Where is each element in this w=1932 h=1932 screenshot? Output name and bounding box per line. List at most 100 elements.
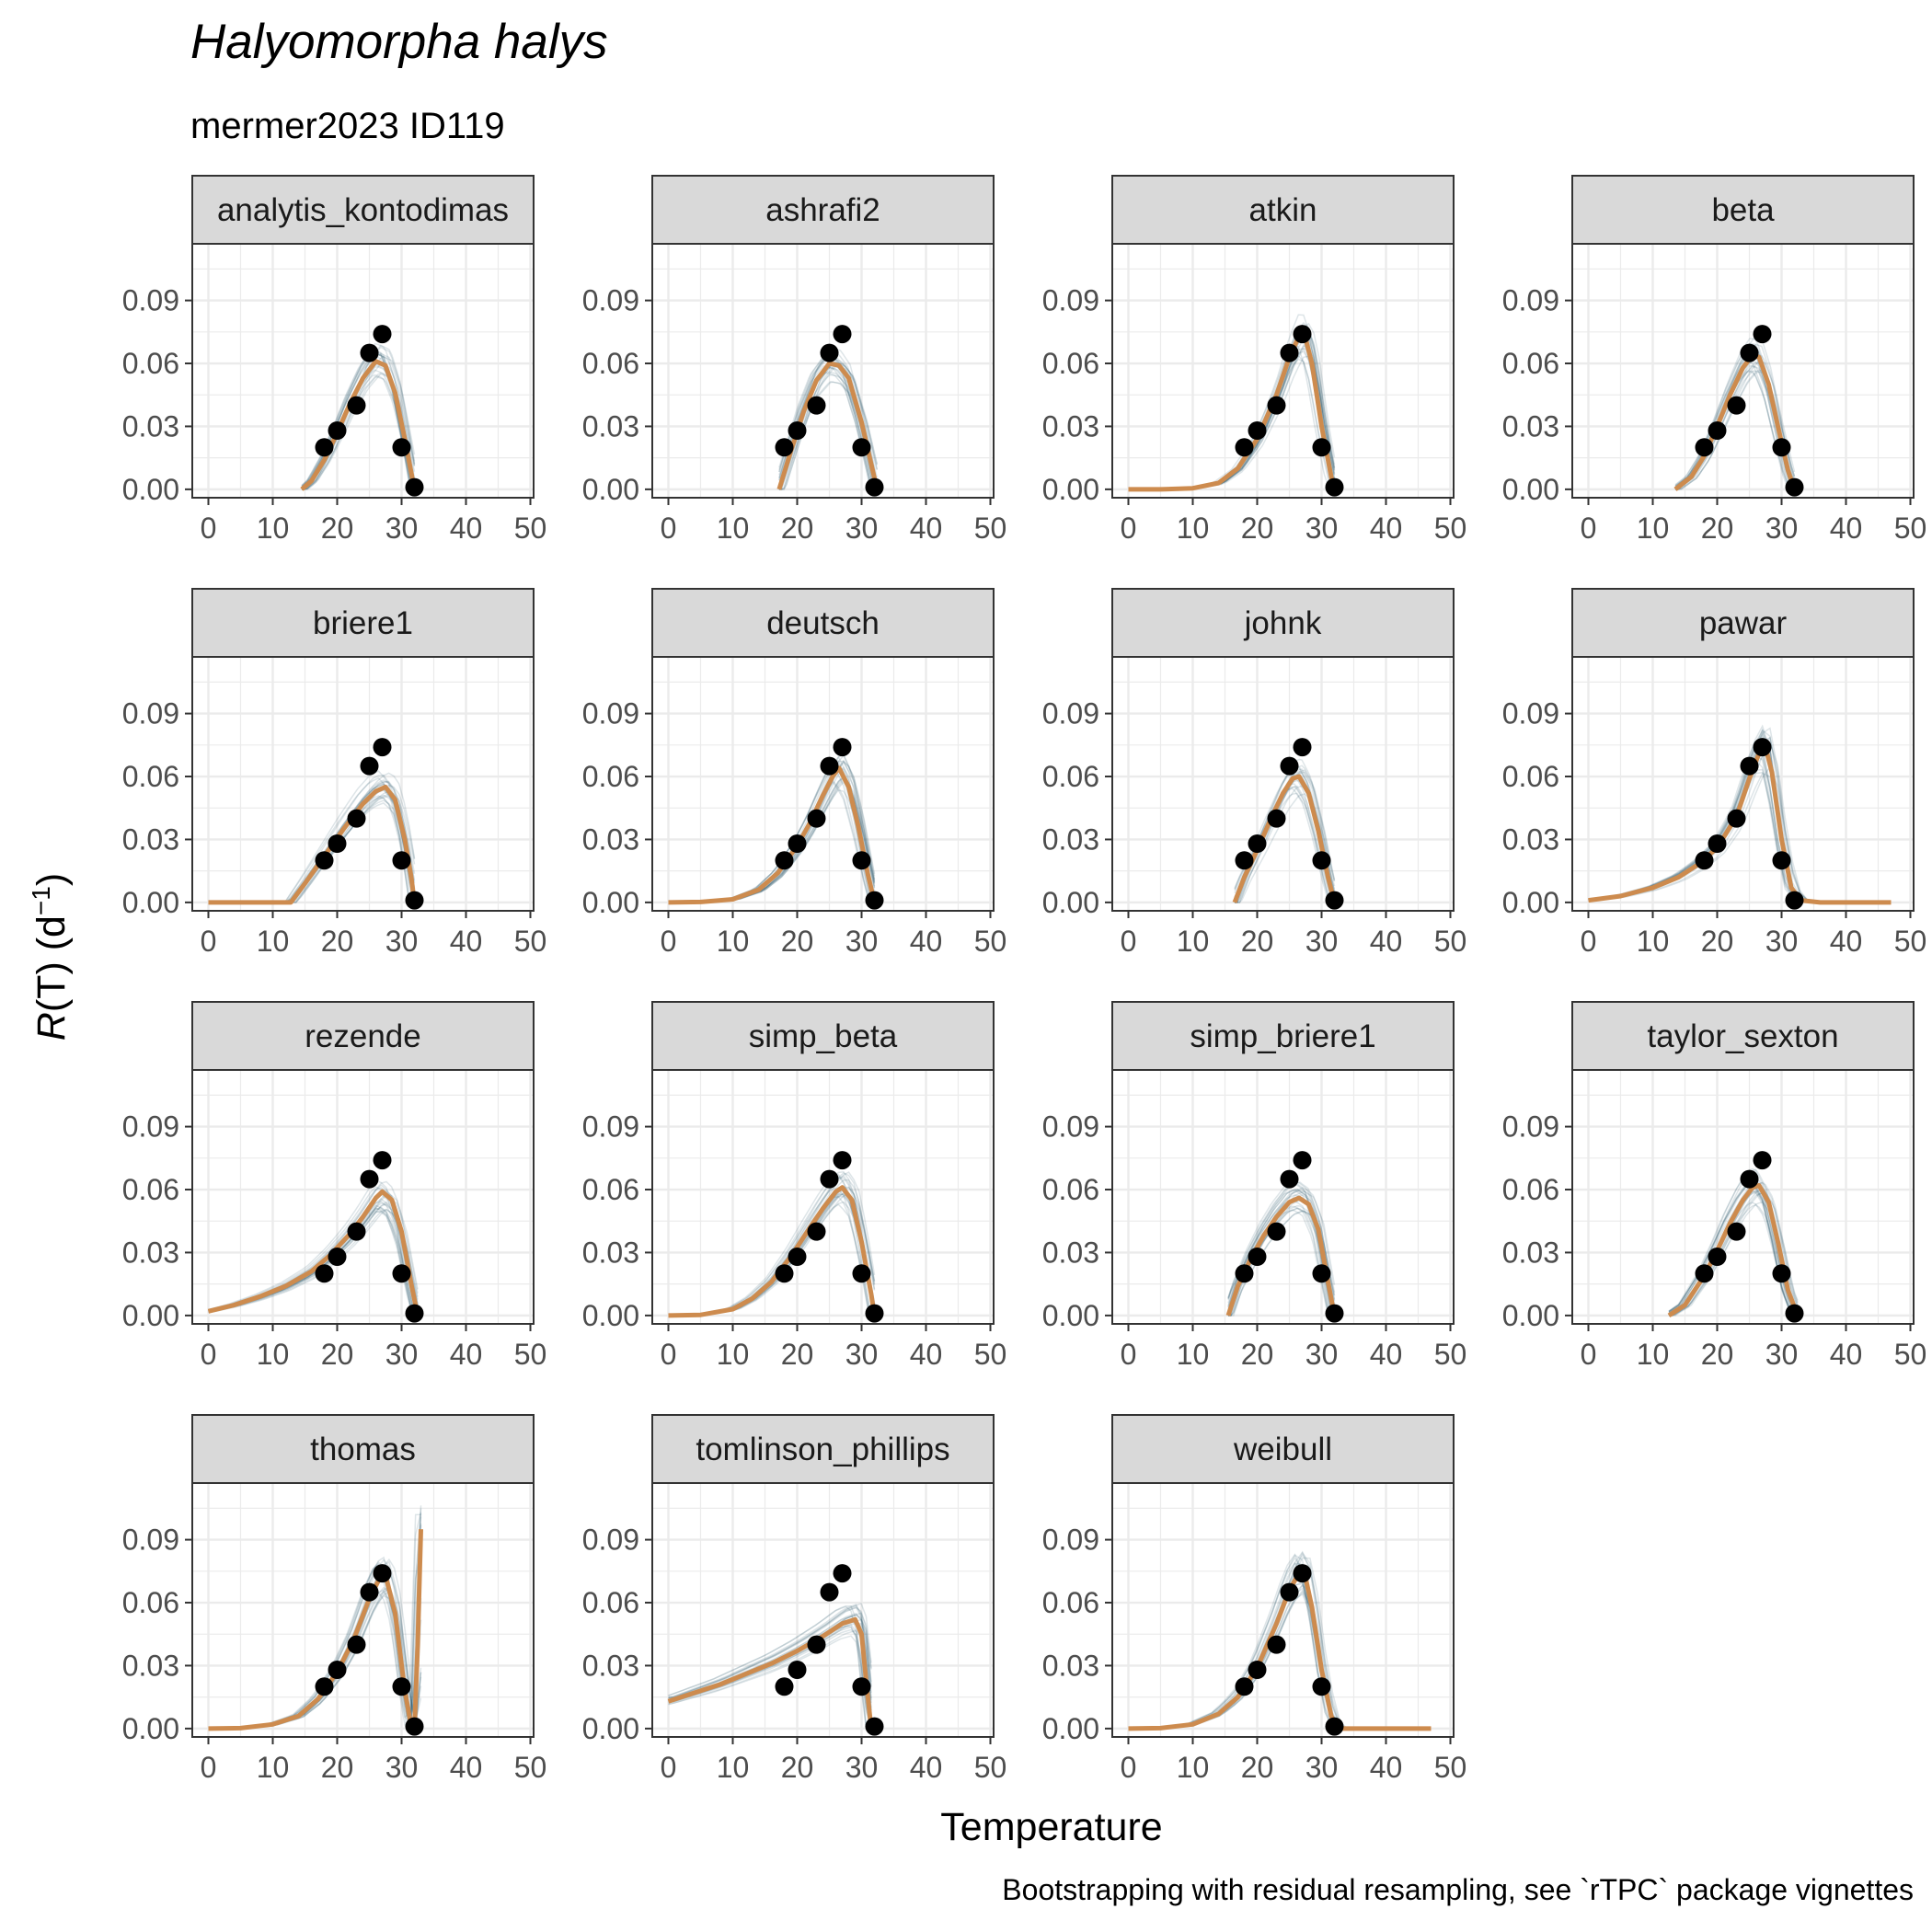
x-tick-label: 10 [257,1338,290,1371]
strip-taylor_sexton [1571,1001,1915,1071]
strip-thomas [191,1414,535,1484]
strip-pawar [1571,588,1915,658]
y-tick-label: 0.09 [122,697,179,730]
data-point [1753,738,1772,757]
facet-weibull: weibull 0.00 0.03 0.06 0.09 0 10 20 30 40 50 [1042,1414,1467,1784]
x-tick-label: 30 [1305,1751,1339,1784]
x-tick-label: 40 [450,925,483,958]
data-point [1695,1264,1714,1283]
y-tick-label: 0.06 [582,1173,639,1206]
data-point [820,1582,839,1602]
data-point [1235,1264,1254,1283]
fit-curve-briere1 [208,784,417,905]
x-tick-label: 0 [661,512,677,545]
strip-atkin [1111,175,1455,245]
x-tick-label: 10 [717,512,750,545]
data-point [315,438,334,457]
x-tick-label: 40 [910,1751,943,1784]
panel-background [1112,1070,1454,1324]
x-tick-label: 40 [1370,512,1403,545]
x-tick-label: 20 [1701,512,1734,545]
x-tick-label: 20 [781,1751,814,1784]
data-point [328,421,347,441]
data-point [788,834,807,854]
curves [1667,1167,1800,1317]
panel-border [1571,243,1915,499]
x-tick-label: 0 [201,512,217,545]
data-point [1785,891,1804,910]
y-tick-label: 0.00 [122,473,179,506]
panel-background [652,657,994,911]
x-tick-label: 20 [1701,1338,1734,1371]
y-tick-label: 0.03 [1042,1236,1099,1269]
y-tick-label: 0.06 [1042,347,1099,380]
x-tick-label: 0 [201,1751,217,1784]
y-tick-label: 0.03 [1042,1649,1099,1682]
data-point [775,851,794,870]
strip-label-taylor_sexton: taylor_sexton [1647,1018,1838,1054]
x-tick-label: 40 [910,1338,943,1371]
x-tick-label: 20 [1241,512,1274,545]
data-point [1785,1304,1804,1323]
bootstrap-curve [668,1602,872,1698]
x-tick-label: 50 [1434,1751,1467,1784]
y-tick-label: 0.09 [582,284,639,317]
strip-label-thomas: thomas [310,1432,416,1467]
x-tick-label: 40 [1370,925,1403,958]
y-tick-label: 0.03 [1502,1236,1559,1269]
data-point [405,1717,424,1736]
data-point [1312,851,1331,870]
panel-border [1111,656,1455,912]
x-tick-label: 50 [1434,1338,1467,1371]
data-point [347,1222,366,1241]
x-tick-label: 10 [1637,512,1670,545]
bootstrap-curve [668,1606,872,1699]
panel-border [1571,656,1915,912]
data-point [1325,1717,1344,1736]
data-point [852,438,871,457]
data-point [328,1248,347,1267]
panel-background [192,244,534,498]
x-tick-label: 0 [1121,925,1137,958]
x-tick-label: 30 [845,925,879,958]
bootstrap-curve [1675,354,1796,490]
x-tick-label: 10 [257,925,290,958]
panel-background [192,1070,534,1324]
data-point [360,1169,379,1189]
y-tick-label: 0.03 [582,409,639,443]
data-point [833,1151,852,1170]
data-point [788,421,807,441]
bootstrap-curve [1234,774,1335,903]
data-point [1695,851,1714,870]
y-tick-label: 0.09 [122,1110,179,1144]
data-point [807,1222,826,1241]
panel-background [1572,657,1914,911]
strip-weibull [1111,1414,1455,1484]
bootstrap-curve [1669,1181,1799,1317]
curves [1128,1550,1432,1731]
data-point [1293,738,1312,757]
data-point [315,1677,334,1696]
data-point [1280,343,1299,362]
y-tick-label: 0.09 [582,1110,639,1144]
y-tick-label: 0.00 [582,1299,639,1332]
data-point [833,738,852,757]
y-tick-label: 0.03 [1042,409,1099,443]
bootstrap-curve [1674,351,1795,490]
data-point [788,1248,807,1267]
x-tick-label: 10 [717,1338,750,1371]
x-tick-label: 10 [1177,1338,1210,1371]
x-tick-label: 0 [1581,512,1597,545]
x-tick-label: 50 [1894,925,1927,958]
x-tick-label: 40 [1370,1751,1403,1784]
data-point [788,1661,807,1680]
data-point [820,756,839,776]
x-tick-label: 20 [1241,925,1274,958]
x-tick-label: 20 [321,925,354,958]
data-point [1753,325,1772,344]
x-tick-label: 10 [1177,1751,1210,1784]
bootstrap-curve [1668,1183,1798,1317]
x-tick-label: 0 [1121,512,1137,545]
x-tick-label: 20 [1241,1751,1274,1784]
bootstrap-curve [208,1179,419,1317]
